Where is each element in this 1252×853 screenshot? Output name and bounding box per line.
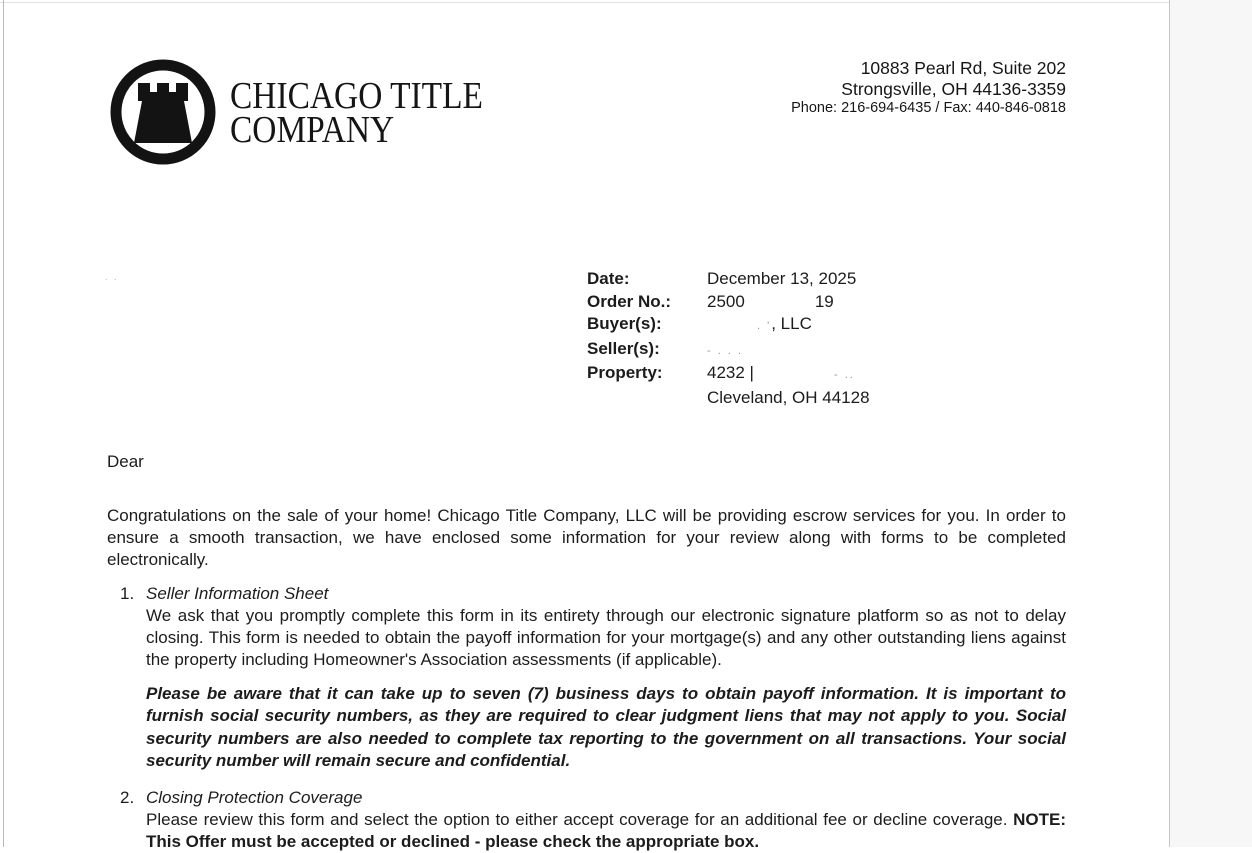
buyer-value: . ', LLC — [707, 313, 812, 338]
page-top-rule — [0, 2, 1252, 3]
page-left-rule — [3, 0, 4, 847]
list-item-closing-protection-coverage: 2. Closing Protection Coverage Please re… — [107, 787, 1066, 853]
seller-label: Seller(s): — [587, 338, 660, 358]
item-number: 2. — [120, 787, 135, 807]
redaction-remnant: . . — [105, 272, 119, 282]
company-name-line1: CHICAGO TITLE — [230, 74, 483, 117]
company-name: CHICAGO TITLE COMPANY — [230, 74, 483, 151]
property-value: 4232 | - .. — [707, 362, 855, 387]
item-text-regular: Please review this form and select the o… — [146, 809, 1014, 829]
meta-row-property: Property: 4232 | - .. — [587, 362, 870, 387]
item-note-bold: NOTE: This Offer must be accepted or dec… — [146, 809, 1066, 851]
company-logo: CHICAGO TITLE COMPANY — [107, 55, 517, 170]
castle-tower-icon — [110, 59, 216, 165]
meta-row-order-no: Order No.: 2500 19 — [587, 291, 870, 314]
item-content: Seller Information Sheet We ask that you… — [146, 583, 1066, 773]
meta-row-date: Date: December 13, 2025 — [587, 268, 870, 291]
address-street: 10883 Pearl Rd, Suite 202 — [860, 58, 1066, 78]
meta-row-property-city: Cleveland, OH 44128 — [587, 387, 870, 410]
order-no-value: 2500 19 — [707, 291, 834, 314]
buyer-suffix: , LLC — [771, 314, 812, 333]
redaction-remnant: - . . . — [707, 344, 743, 357]
item-content: Closing Protection Coverage Please revie… — [146, 787, 1066, 853]
phone-fax-line: Phone: 216-694-6435 / Fax: 440-846-0818 — [791, 100, 1066, 116]
item-number: 1. — [120, 584, 135, 603]
order-no-prefix: 2500 — [707, 291, 745, 311]
meta-row-seller: Seller(s): - . . . — [587, 338, 870, 363]
seller-value: - . . . — [707, 338, 743, 363]
item-title: Seller Information Sheet — [146, 584, 329, 603]
viewer-background-rail — [1169, 0, 1252, 847]
order-no-suffix: 19 — [814, 291, 834, 311]
address-city: Strongsville, OH 44136-3359 — [841, 78, 1066, 99]
company-name-line2: COMPANY — [230, 108, 395, 151]
office-address: 10883 Pearl Rd, Suite 202 Strongsville, … — [600, 58, 1066, 118]
order-details: Date: December 13, 2025 Order No.: 2500 1… — [587, 268, 870, 409]
empty-label — [587, 387, 707, 410]
property-label: Property: — [587, 363, 663, 382]
salutation: Dear — [107, 452, 144, 471]
item-title: Closing Protection Coverage — [146, 787, 363, 807]
property-street-number: 4232 | — [707, 363, 754, 382]
item-text: Please review this form and select the o… — [146, 809, 1066, 853]
date-label: Date: — [587, 269, 630, 288]
date-value: December 13, 2025 — [707, 269, 857, 288]
list-item-seller-information-sheet: 1. Seller Information Sheet We ask that … — [107, 583, 1066, 773]
numbered-list: 1. Seller Information Sheet We ask that … — [107, 583, 1066, 853]
item-text: We ask that you promptly complete this f… — [146, 606, 1066, 669]
order-no-label: Order No.: — [587, 291, 672, 311]
redaction-remnant: . ' — [757, 320, 772, 332]
property-city-value: Cleveland, OH 44128 — [707, 387, 870, 407]
buyer-label: Buyer(s): — [587, 314, 662, 333]
redaction-remnant: - .. — [833, 369, 855, 381]
meta-row-buyer: Buyer(s): . ', LLC — [587, 313, 870, 338]
intro-paragraph: Congratulations on the sale of your home… — [107, 506, 1066, 569]
payoff-notice-paragraph: Please be aware that it can take up to s… — [146, 684, 1066, 771]
